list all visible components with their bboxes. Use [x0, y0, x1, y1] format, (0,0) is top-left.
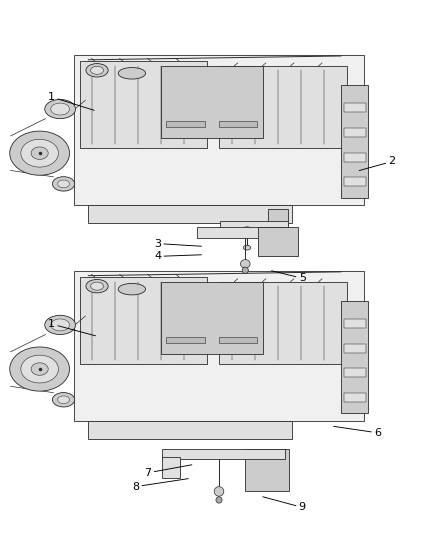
- Ellipse shape: [51, 319, 70, 331]
- Ellipse shape: [45, 100, 75, 119]
- Ellipse shape: [10, 131, 70, 175]
- Bar: [166, 121, 205, 127]
- Bar: [344, 368, 366, 377]
- Bar: [344, 344, 366, 353]
- Text: 5: 5: [272, 271, 306, 283]
- Text: 7: 7: [145, 465, 192, 478]
- Bar: [219, 337, 258, 343]
- Text: 4: 4: [154, 252, 201, 261]
- Ellipse shape: [31, 147, 48, 159]
- Ellipse shape: [45, 316, 75, 335]
- Bar: [344, 103, 366, 112]
- Bar: [344, 177, 366, 187]
- Ellipse shape: [240, 260, 250, 268]
- Ellipse shape: [243, 227, 251, 232]
- Bar: [341, 301, 368, 414]
- Bar: [80, 61, 207, 148]
- Ellipse shape: [118, 68, 145, 79]
- Bar: [161, 66, 262, 138]
- Bar: [197, 227, 285, 238]
- Ellipse shape: [51, 103, 70, 115]
- Ellipse shape: [21, 355, 58, 383]
- Bar: [344, 393, 366, 402]
- Bar: [344, 128, 366, 137]
- Ellipse shape: [242, 267, 248, 273]
- Ellipse shape: [91, 66, 103, 74]
- Ellipse shape: [86, 279, 108, 293]
- Bar: [341, 85, 368, 198]
- Bar: [88, 421, 292, 439]
- Bar: [161, 281, 262, 353]
- Bar: [344, 319, 366, 328]
- Ellipse shape: [57, 180, 70, 188]
- Text: 8: 8: [132, 479, 188, 491]
- Ellipse shape: [243, 245, 251, 250]
- Bar: [219, 121, 258, 127]
- Bar: [344, 152, 366, 161]
- Text: 6: 6: [334, 426, 381, 438]
- Bar: [74, 271, 364, 421]
- Bar: [219, 66, 347, 148]
- Bar: [162, 457, 180, 478]
- Ellipse shape: [57, 396, 70, 403]
- Bar: [220, 221, 288, 236]
- Ellipse shape: [21, 139, 58, 167]
- Bar: [162, 449, 285, 459]
- Bar: [88, 205, 292, 223]
- Bar: [268, 209, 288, 236]
- Text: 1: 1: [48, 92, 94, 110]
- Ellipse shape: [31, 363, 48, 375]
- Ellipse shape: [53, 392, 74, 407]
- Ellipse shape: [91, 282, 103, 290]
- Bar: [80, 277, 207, 364]
- Ellipse shape: [53, 177, 74, 191]
- Ellipse shape: [118, 284, 145, 295]
- Bar: [74, 55, 364, 205]
- Ellipse shape: [214, 487, 224, 496]
- Text: 3: 3: [154, 239, 201, 248]
- Text: 1: 1: [48, 319, 95, 336]
- Ellipse shape: [86, 63, 108, 77]
- Bar: [258, 227, 298, 256]
- Bar: [166, 337, 205, 343]
- Ellipse shape: [216, 497, 222, 503]
- Text: 2: 2: [359, 157, 396, 171]
- Bar: [219, 281, 347, 364]
- Text: 9: 9: [263, 497, 306, 512]
- Bar: [245, 449, 289, 491]
- Ellipse shape: [10, 347, 70, 391]
